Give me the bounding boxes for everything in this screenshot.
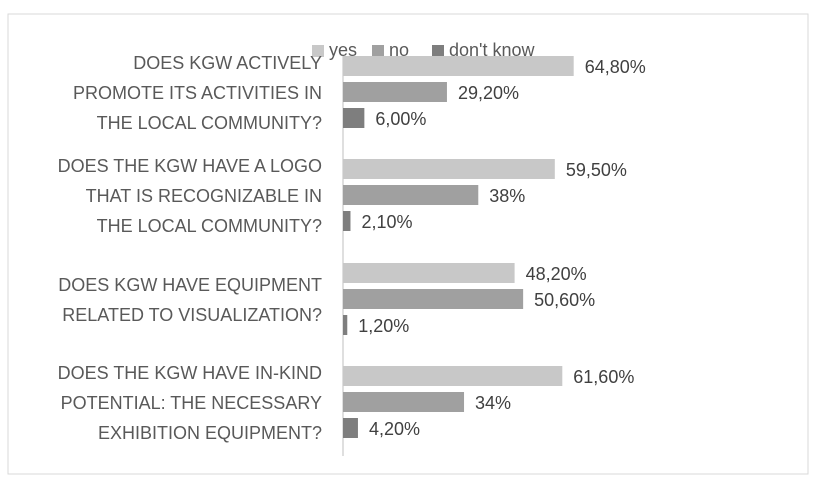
data-label-3-0: 61,60% [573, 367, 634, 387]
bar-1-1 [343, 185, 479, 205]
category-label-1-line-2: THE LOCAL COMMUNITY? [97, 216, 322, 236]
data-label-1-2: 2,10% [361, 212, 412, 232]
legend: yes no don't know [312, 40, 535, 60]
category-label-1-line-0: DOES THE KGW HAVE A LOGO [58, 156, 322, 176]
chart-border [7, 13, 809, 475]
category-label-0-line-1: PROMOTE ITS ACTIVITIES IN [73, 83, 322, 103]
category-labels: DOES KGW ACTIVELY PROMOTE ITS ACTIVITIES … [58, 53, 322, 443]
data-label-3-2: 4,20% [369, 419, 420, 439]
bar-0-1 [343, 82, 447, 102]
category-label-3-line-2: EXHIBITION EQUIPMENT? [98, 423, 322, 443]
category-label-0-line-0: DOES KGW ACTIVELY [133, 53, 322, 73]
category-label-2-line-0: DOES KGW HAVE EQUIPMENT [58, 275, 322, 295]
bar-3-2 [343, 418, 358, 438]
category-label-1-line-1: THAT IS RECOGNIZABLE IN [86, 186, 322, 206]
data-label-0-2: 6,00% [375, 109, 426, 129]
bar-3-0 [343, 366, 563, 386]
bar-1-2 [343, 211, 351, 231]
category-label-0-line-2: THE LOCAL COMMUNITY? [97, 113, 322, 133]
data-labels: 64,80% 29,20% 6,00% 59,50% 38% 2,10% 48,20% 50,… [358, 57, 645, 439]
category-label-3-line-0: DOES THE KGW HAVE IN-KIND [58, 363, 322, 383]
data-label-1-0: 59,50% [566, 160, 627, 180]
bar-3-1 [343, 392, 465, 412]
legend-swatch-1 [372, 45, 384, 57]
bar-2-2 [343, 315, 348, 335]
data-label-1-1: 38% [489, 186, 525, 206]
data-label-3-1: 34% [475, 393, 511, 413]
category-label-2-line-1: RELATED TO VISUALIZATION? [62, 305, 322, 325]
legend-swatch-2 [432, 45, 444, 57]
data-label-0-0: 64,80% [585, 57, 646, 77]
bar-2-1 [343, 289, 524, 309]
legend-swatch-0 [312, 45, 324, 57]
data-label-2-0: 48,20% [526, 264, 587, 284]
bar-1-0 [343, 159, 555, 179]
data-label-2-1: 50,60% [534, 290, 595, 310]
legend-label-0: yes [329, 40, 357, 60]
data-label-2-2: 1,20% [358, 316, 409, 336]
legend-label-1: no [389, 40, 409, 60]
data-label-0-1: 29,20% [458, 83, 519, 103]
bar-0-2 [343, 108, 365, 128]
bar-0-0 [343, 56, 574, 76]
bars [343, 56, 574, 438]
bar-2-0 [343, 263, 515, 283]
category-label-3-line-1: POTENTIAL: THE NECESSARY [61, 393, 322, 413]
legend-label-2: don't know [449, 40, 535, 60]
